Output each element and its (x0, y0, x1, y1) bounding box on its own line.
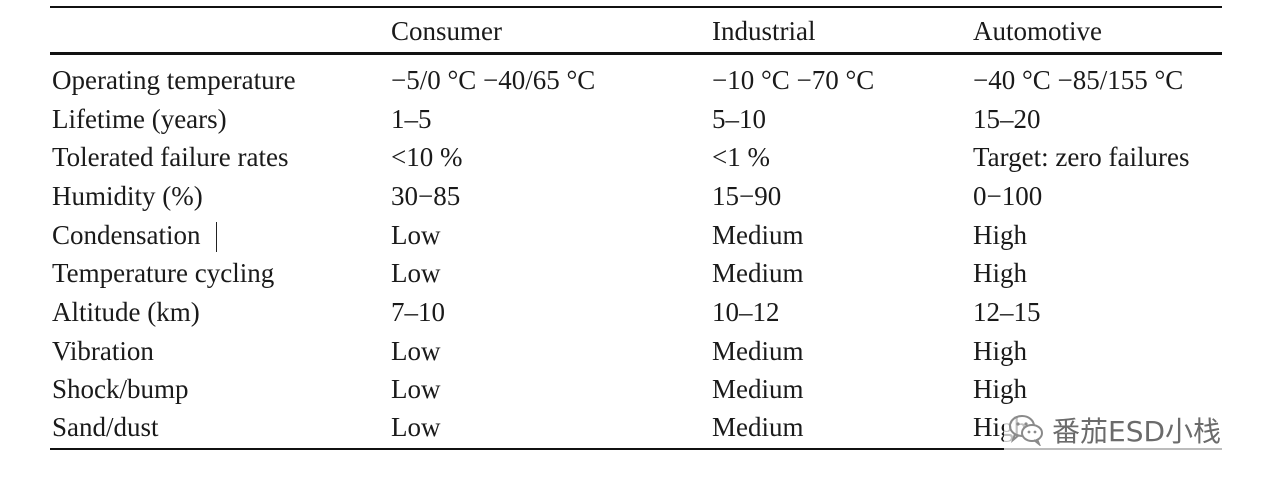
table-cell: Low (391, 412, 441, 442)
table-cell: Low (391, 336, 441, 366)
bottom-rule (50, 448, 1222, 450)
table-cell: −10 °C −70 °C (712, 65, 875, 95)
table-cell: 12–15 (973, 297, 1041, 327)
table-cell: <1 % (712, 142, 770, 172)
table-cell: −40 °C −85/155 °C (973, 65, 1184, 95)
table-cell: <10 % (391, 142, 463, 172)
table-cell: High (973, 258, 1027, 288)
table-cell: High (973, 374, 1027, 404)
header-consumer: Consumer (391, 16, 502, 46)
row-label: Operating temperature (52, 65, 296, 95)
table-cell: High (973, 220, 1027, 250)
row-label: Lifetime (years) (52, 104, 227, 134)
table-cell: 7–10 (391, 297, 445, 327)
watermark-text: 番茄ESD小栈 (1052, 415, 1222, 448)
row-label: Condensation (52, 220, 201, 250)
table-cell: Target: zero failures (973, 142, 1190, 172)
row-label: Sand/dust (52, 412, 159, 442)
header-industrial: Industrial (712, 16, 816, 46)
top-rule (50, 6, 1222, 8)
table-cell: 10–12 (712, 297, 780, 327)
header-rule (50, 52, 1222, 55)
table-cell: 15−90 (712, 181, 782, 211)
table-cell: Medium (712, 336, 804, 366)
table-cell: 30−85 (391, 181, 461, 211)
table-cell: 0−100 (973, 181, 1043, 211)
table-cell: Low (391, 374, 441, 404)
row-label: Altitude (km) (52, 297, 200, 327)
row-label: Shock/bump (52, 374, 189, 404)
text-cursor (216, 222, 217, 252)
table-cell: Medium (712, 374, 804, 404)
table-cell: 15–20 (973, 104, 1041, 134)
watermark: 番茄ESD小栈 (1004, 408, 1228, 452)
table-cell: Medium (712, 220, 804, 250)
table-cell: Low (391, 220, 441, 250)
table-cell: Medium (712, 412, 804, 442)
row-label: Temperature cycling (52, 258, 275, 288)
table-cell: High (973, 336, 1027, 366)
row-label: Tolerated failure rates (52, 142, 289, 172)
row-label: Vibration (52, 336, 154, 366)
wechat-icon (1008, 414, 1044, 446)
table-cell: Low (391, 258, 441, 288)
header-automotive: Automotive (973, 16, 1102, 46)
table-cell: 5–10 (712, 104, 766, 134)
table-cell: Medium (712, 258, 804, 288)
row-label: Humidity (%) (52, 181, 203, 211)
table-cell: 1–5 (391, 104, 432, 134)
table-cell: −5/0 °C −40/65 °C (391, 65, 596, 95)
